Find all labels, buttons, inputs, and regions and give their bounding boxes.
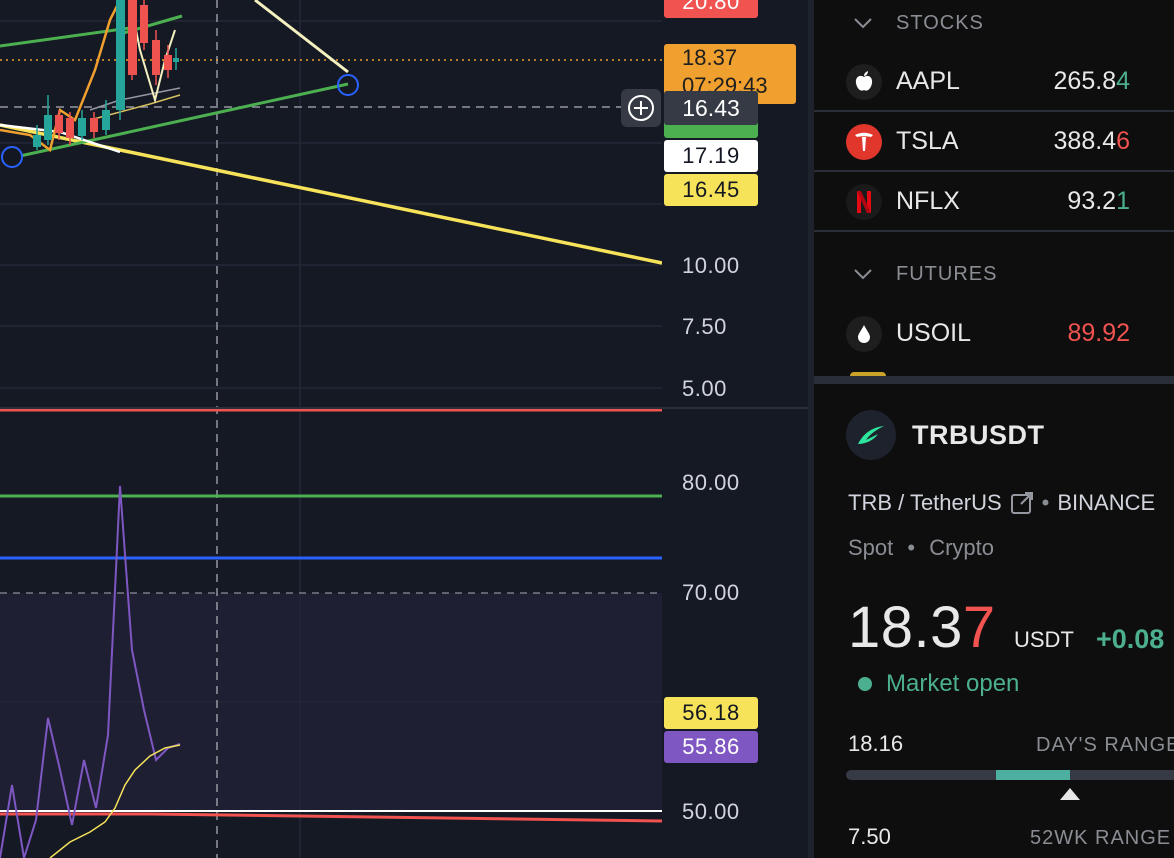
moving-average-gray: [89, 87, 181, 111]
price-label-white: 17.19: [664, 140, 758, 172]
trb-logo-icon: [846, 410, 896, 460]
anchor-point: [1, 146, 23, 168]
rsi-tick: 70.00: [682, 580, 740, 605]
add-alert-button[interactable]: [621, 89, 661, 127]
day-range-fill: [996, 770, 1070, 780]
grid-lines: [0, 0, 662, 858]
section-header-futures[interactable]: FUTURES: [854, 259, 997, 289]
pair-line: TRB / TetherUS • BINANCE: [848, 490, 1155, 516]
pair-name: TRB / TetherUS: [848, 490, 1002, 515]
rsi-midline-red: [149, 812, 663, 823]
chevron-down-icon: [854, 269, 872, 280]
day-range-low: 18.16: [848, 731, 904, 756]
partial-row-logo: [850, 372, 886, 376]
price-tick: 5.00: [682, 376, 727, 401]
right-sidebar: STOCKS AAPL 265.84 TSLA 388.46 NFLX 93.2…: [808, 0, 1174, 858]
rsi-ma-label: 56.18: [664, 697, 758, 729]
market-type: Spot: [848, 535, 894, 560]
chevron-down-icon: [854, 18, 872, 29]
day-range-label: DAY'S RANGE: [1036, 734, 1174, 756]
chart-area[interactable]: 20.80 18.37 07:29:43 17.19 16.45 16.43 1…: [0, 0, 808, 858]
price-tick: 10.00: [682, 253, 740, 278]
watchlist-symbol: TSLA: [896, 127, 959, 155]
candlesticks: [33, 0, 179, 150]
separator-dot: •: [907, 535, 916, 560]
external-link-icon[interactable]: [1010, 491, 1034, 515]
rsi-tick: 80.00: [682, 470, 740, 495]
symbol-title: TRBUSDT: [912, 420, 1045, 450]
separator-dot: •: [1041, 490, 1050, 515]
symbol-details: TRBUSDT TRB / TetherUS • BINANCE Spot • …: [814, 384, 1174, 858]
price-label-yellow: 16.45: [664, 174, 758, 206]
asset-class: Crypto: [929, 535, 995, 560]
52wk-range-low: 7.50: [848, 824, 891, 849]
rsi-value-label: 55.86: [664, 731, 758, 763]
tesla-icon: [846, 124, 882, 160]
trendline-green-lower: [19, 82, 349, 158]
section-title: FUTURES: [896, 262, 998, 285]
52wk-range-label: 52WK RANGE: [1030, 827, 1172, 849]
rsi-line: [0, 485, 181, 858]
type-line: Spot • Crypto: [848, 535, 994, 561]
watchlist-symbol: USOIL: [896, 319, 972, 347]
price-change: +0.08: [1096, 624, 1165, 654]
watchlist-price: 388.46: [1053, 127, 1130, 155]
market-status: Market open: [858, 670, 1019, 698]
watchlist-symbol: NFLX: [896, 187, 960, 215]
apple-icon: [846, 64, 882, 100]
status-dot-icon: [858, 677, 872, 691]
rsi-tick: 50.00: [682, 799, 740, 824]
exchange-name[interactable]: BINANCE: [1057, 490, 1156, 515]
watchlist-row-aapl[interactable]: AAPL 265.84: [814, 52, 1174, 112]
watchlist-price: 265.84: [1053, 67, 1130, 95]
trendline-green-upper: [0, 26, 131, 48]
pane-divider[interactable]: [0, 407, 808, 409]
oil-drop-icon: [846, 316, 882, 352]
price-currency: USDT: [1014, 627, 1074, 652]
chart-drawings: [0, 0, 663, 858]
watchlist-row-tsla[interactable]: TSLA 388.46: [814, 112, 1174, 172]
watchlist-price: 93.21: [1067, 187, 1130, 215]
anchor-point: [337, 74, 359, 96]
price-tick: 7.50: [682, 314, 727, 339]
current-price-value: 18.37: [682, 45, 738, 70]
price-label-top: 20.80: [664, 0, 758, 18]
watchlist-row-nflx[interactable]: NFLX 93.21: [814, 172, 1174, 232]
plus-circle-icon: [628, 95, 654, 121]
crosshair-price-label: 16.43: [664, 91, 758, 125]
section-header-stocks[interactable]: STOCKS: [854, 8, 984, 38]
section-title: STOCKS: [896, 11, 984, 34]
market-status-text: Market open: [886, 670, 1020, 697]
watchlist-symbol: AAPL: [896, 67, 960, 95]
netflix-icon: [846, 184, 882, 220]
rsi-ma-line: [49, 744, 181, 858]
last-price: 18.37: [848, 595, 996, 660]
watchlist-row-usoil[interactable]: USOIL 89.92: [814, 304, 1174, 362]
watchlist-price: 89.92: [1067, 319, 1130, 347]
panel-resize-handle[interactable]: [814, 376, 1174, 384]
watchlist: STOCKS AAPL 265.84 TSLA 388.46 NFLX 93.2…: [814, 0, 1174, 376]
trendline-white: [254, 0, 349, 74]
day-range-marker-icon: [1060, 788, 1080, 800]
